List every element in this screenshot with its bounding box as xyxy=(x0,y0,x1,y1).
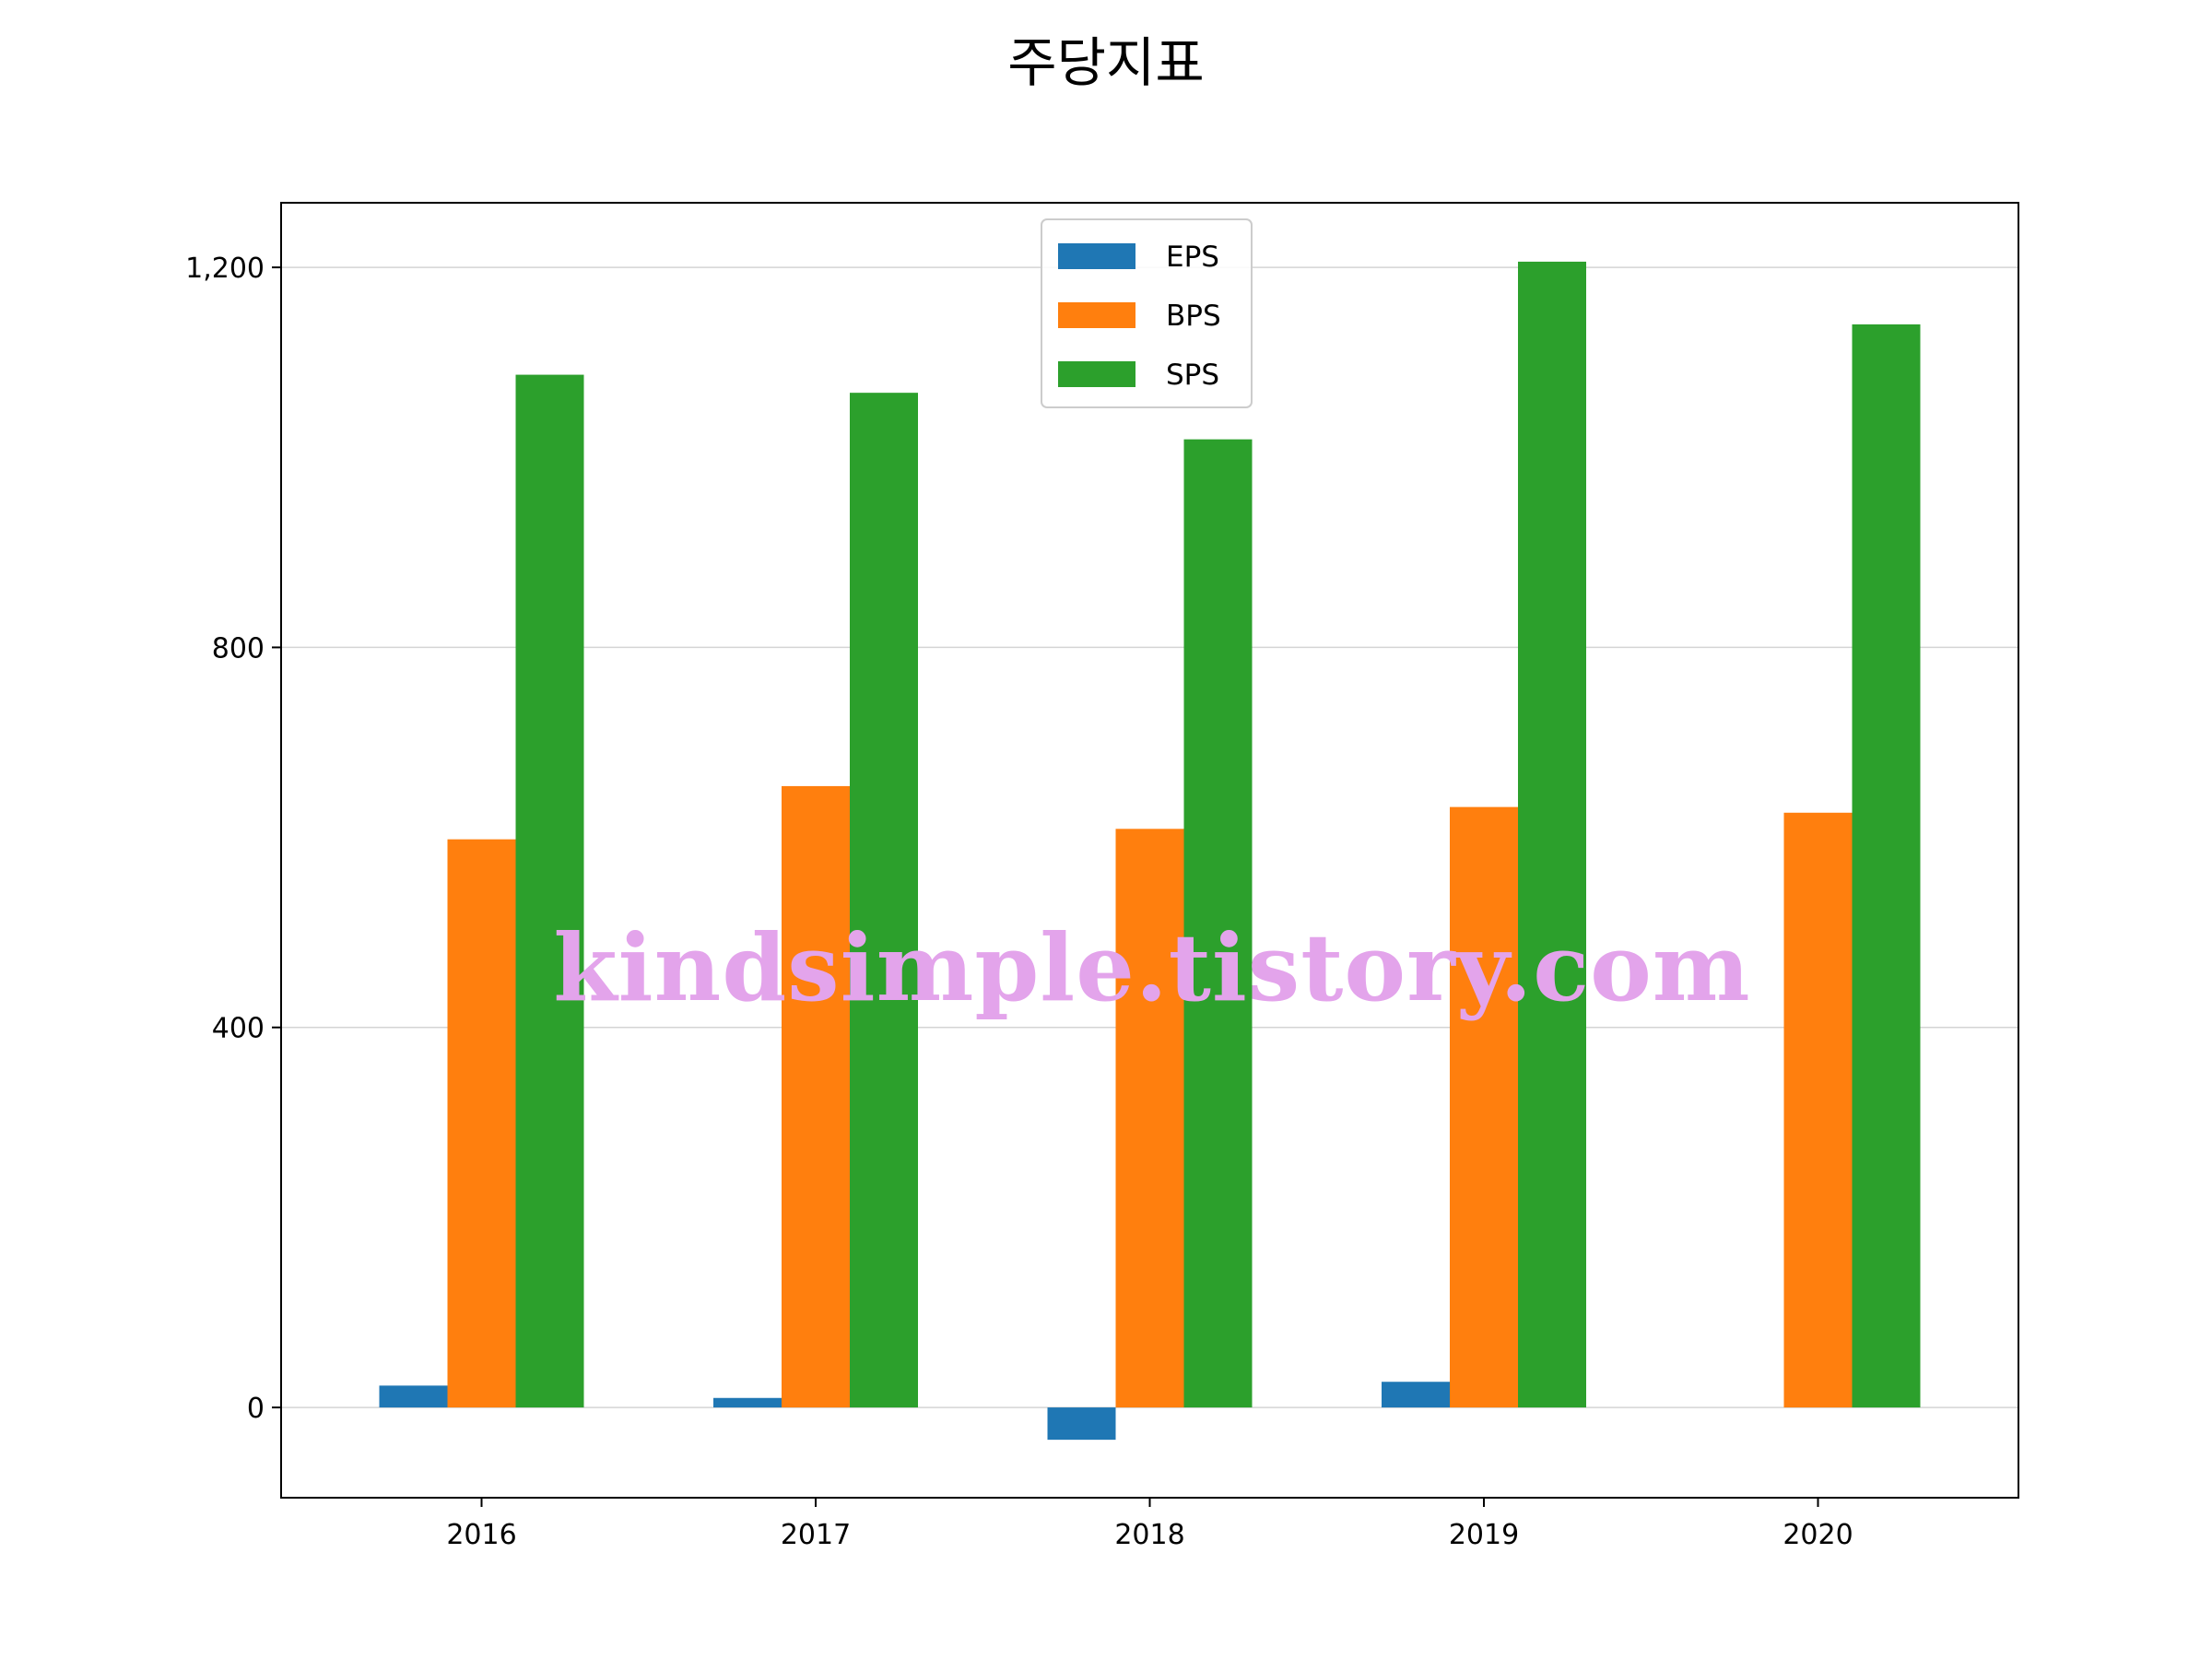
bar-bps-2017 xyxy=(782,785,850,1408)
bar-eps-2017 xyxy=(713,1397,782,1408)
bar-sps-2018 xyxy=(1183,439,1253,1408)
chart-title: 주당지표 xyxy=(1007,31,1204,94)
bar-eps-2019 xyxy=(1382,1382,1450,1408)
bar-eps-2018 xyxy=(1047,1407,1116,1441)
bar-bps-2016 xyxy=(447,839,516,1408)
legend: EPS BPS SPS xyxy=(1041,218,1253,408)
bar-eps-2016 xyxy=(379,1385,448,1408)
legend-swatch-sps xyxy=(1058,361,1135,387)
bar-bps-2019 xyxy=(1450,806,1518,1408)
bar-sps-2017 xyxy=(850,393,918,1408)
bar-bps-2018 xyxy=(1115,829,1184,1408)
bar-bps-2020 xyxy=(1783,812,1853,1408)
legend-label-eps: EPS xyxy=(1166,241,1219,274)
y-axis: 0 400 800 1,200 xyxy=(185,253,281,1425)
legend-swatch-eps xyxy=(1058,243,1135,269)
y-tick-label: 400 xyxy=(212,1013,265,1045)
bar-sps-2020 xyxy=(1852,324,1921,1408)
legend-label-sps: SPS xyxy=(1166,359,1219,392)
x-tick-label: 2020 xyxy=(1783,1519,1853,1551)
x-tick-label: 2016 xyxy=(446,1519,516,1551)
legend-swatch-bps xyxy=(1058,302,1135,328)
y-tick-label: 0 xyxy=(247,1393,265,1425)
x-axis: 2016 2017 2018 2019 2020 xyxy=(446,1498,1853,1551)
bar-sps-2016 xyxy=(515,374,584,1408)
bar-sps-2019 xyxy=(1518,261,1586,1408)
legend-label-bps: BPS xyxy=(1166,300,1221,333)
x-tick-label: 2017 xyxy=(781,1519,851,1551)
x-tick-label: 2018 xyxy=(1114,1519,1184,1551)
bars xyxy=(379,261,1921,1441)
watermark: kindsimple.tistory.com xyxy=(553,913,1750,1022)
y-tick-label: 1,200 xyxy=(185,253,265,285)
y-tick-label: 800 xyxy=(212,632,265,665)
x-tick-label: 2019 xyxy=(1449,1519,1519,1551)
